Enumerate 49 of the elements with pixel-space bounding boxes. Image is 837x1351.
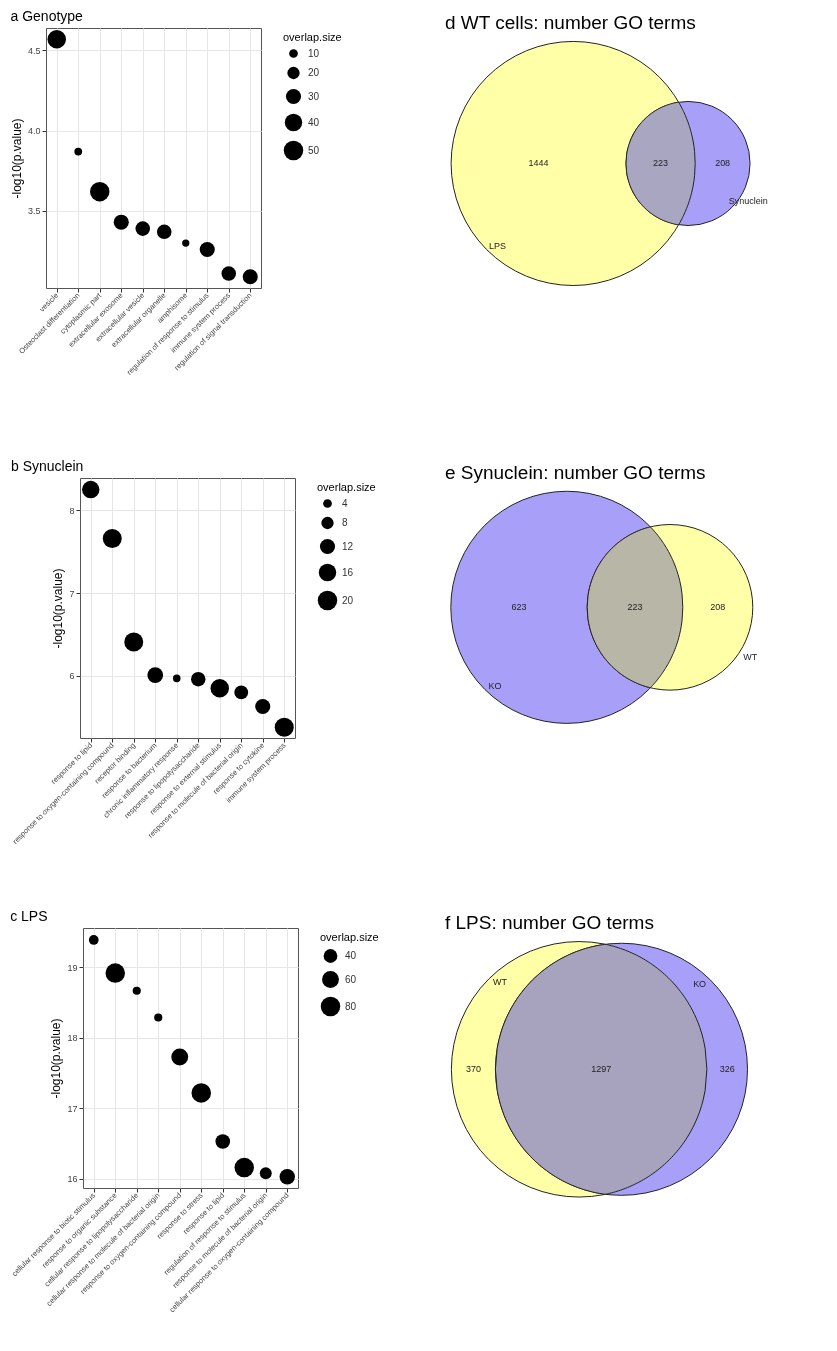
chart-title: a Genotype	[10, 8, 84, 24]
y-tick-label: 6	[69, 671, 75, 682]
legend-label: 80	[345, 1000, 357, 1012]
text: f LPS: number GO terms	[445, 912, 654, 933]
data-label: 326	[719, 1064, 735, 1075]
data-label: 223	[653, 158, 669, 169]
y-tick-label: 4.5	[27, 45, 41, 56]
data-label: 1444	[528, 158, 549, 169]
legend-title: overlap.size	[317, 481, 376, 493]
chart-title: c LPS	[10, 908, 48, 924]
y-tick-label: 8	[69, 505, 75, 516]
data-label: 223	[627, 602, 643, 613]
legend-label: 20	[342, 594, 354, 606]
legend-label: 40	[345, 950, 357, 961]
y-tick-label: 19	[67, 962, 78, 973]
text: WT	[492, 977, 508, 988]
legend-label: 12	[342, 540, 354, 552]
y-tick-label: 3.5	[27, 206, 41, 217]
y-tick-label: 7	[69, 588, 75, 599]
legend-label: 50	[308, 144, 320, 156]
chart-title: b Synuclein	[10, 458, 84, 474]
legend-title: overlap.size	[283, 31, 342, 43]
data-label: 623	[511, 602, 527, 613]
data-label: 208	[710, 602, 726, 613]
text: KO	[488, 681, 502, 692]
y-axis-title: -log10(p.value)	[51, 568, 66, 649]
text: KO	[693, 978, 707, 989]
legend-label: 60	[345, 973, 357, 985]
legend-label: 40	[308, 116, 320, 128]
y-tick-label: 18	[67, 1033, 78, 1044]
legend-label: 20	[308, 67, 320, 78]
legend-label: 10	[308, 47, 320, 59]
y-tick-label: 4.0	[27, 126, 41, 137]
y-axis-title: -log10(p.value)	[49, 1018, 64, 1099]
data-label: 1297	[591, 1064, 612, 1075]
data-label: 208	[715, 158, 731, 169]
y-axis-title: -log10(p.value)	[9, 118, 24, 199]
legend-label: 30	[308, 90, 320, 102]
y-tick-label: 17	[67, 1103, 78, 1114]
legend-title: overlap.size	[320, 931, 379, 943]
legend-label: 16	[342, 566, 354, 578]
text: e Synuclein: number GO terms	[445, 462, 706, 483]
legend-label: 8	[342, 517, 348, 528]
data-label: 370	[465, 1064, 481, 1075]
text: d WT cells: number GO terms	[445, 12, 696, 33]
legend-label: 4	[342, 497, 348, 509]
text: LPS	[488, 241, 506, 252]
y-tick-label: 16	[67, 1174, 78, 1185]
text: WT	[743, 652, 758, 663]
